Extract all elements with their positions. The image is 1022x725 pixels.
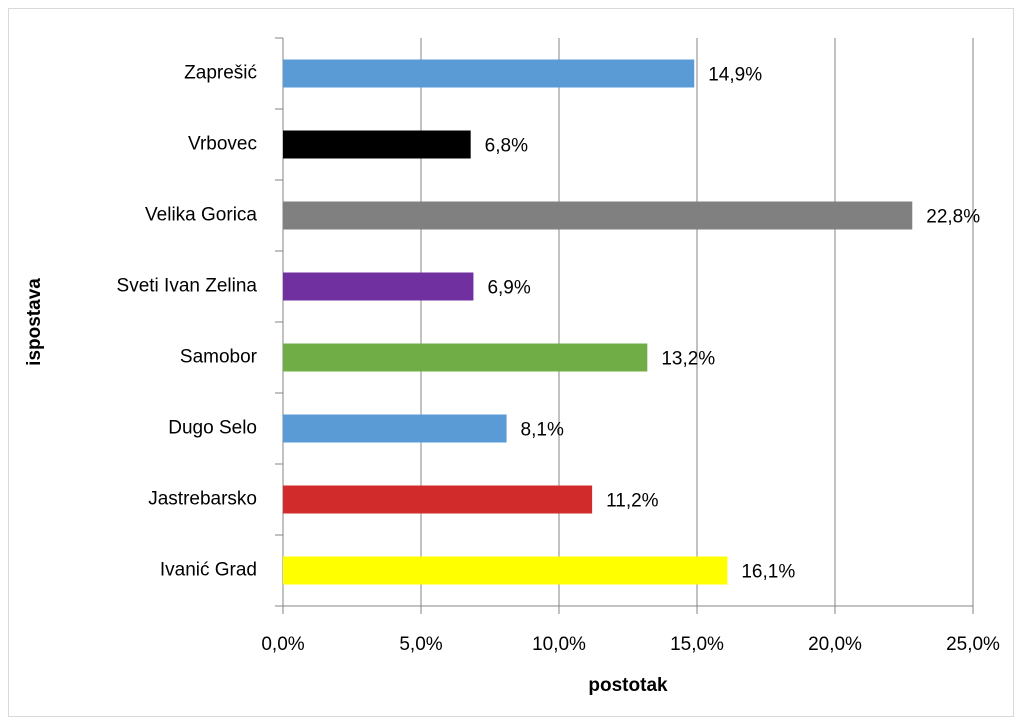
data-label: 6,8% (485, 136, 528, 157)
bar (283, 130, 471, 159)
x-axis-title: postotak (588, 675, 668, 696)
bar (283, 272, 474, 301)
x-tick-label: 10,0% (532, 634, 586, 655)
y-tick-label: Samobor (180, 347, 258, 368)
bar (283, 485, 593, 514)
data-label: 6,9% (487, 278, 530, 299)
data-label: 14,9% (708, 65, 762, 86)
x-tick-label: 5,0% (399, 634, 442, 655)
y-tick-label: Sveti Ivan Zelina (117, 276, 258, 297)
y-tick-label: Zaprešić (184, 63, 257, 84)
x-tick-label: 0,0% (261, 634, 304, 655)
x-tick-label: 15,0% (670, 634, 724, 655)
bar (283, 414, 507, 443)
bar (283, 556, 728, 585)
y-tick-label: Ivanić Grad (160, 560, 257, 581)
data-label: 16,1% (741, 562, 795, 583)
data-label: 13,2% (661, 349, 715, 370)
data-label: 8,1% (521, 420, 564, 441)
data-label: 22,8% (926, 207, 980, 228)
x-tick-label: 25,0% (946, 634, 1000, 655)
x-tick-label: 20,0% (808, 634, 862, 655)
y-tick-label: Dugo Selo (168, 418, 257, 439)
y-tick-label: Jastrebarsko (148, 489, 257, 510)
y-axis-title: ispostava (24, 278, 45, 366)
y-tick-label: Velika Gorica (145, 205, 257, 226)
y-tick-label: Vrbovec (188, 134, 257, 155)
bar (283, 343, 648, 372)
data-label: 11,2% (606, 491, 659, 512)
bar (283, 59, 695, 88)
bar (283, 201, 913, 230)
